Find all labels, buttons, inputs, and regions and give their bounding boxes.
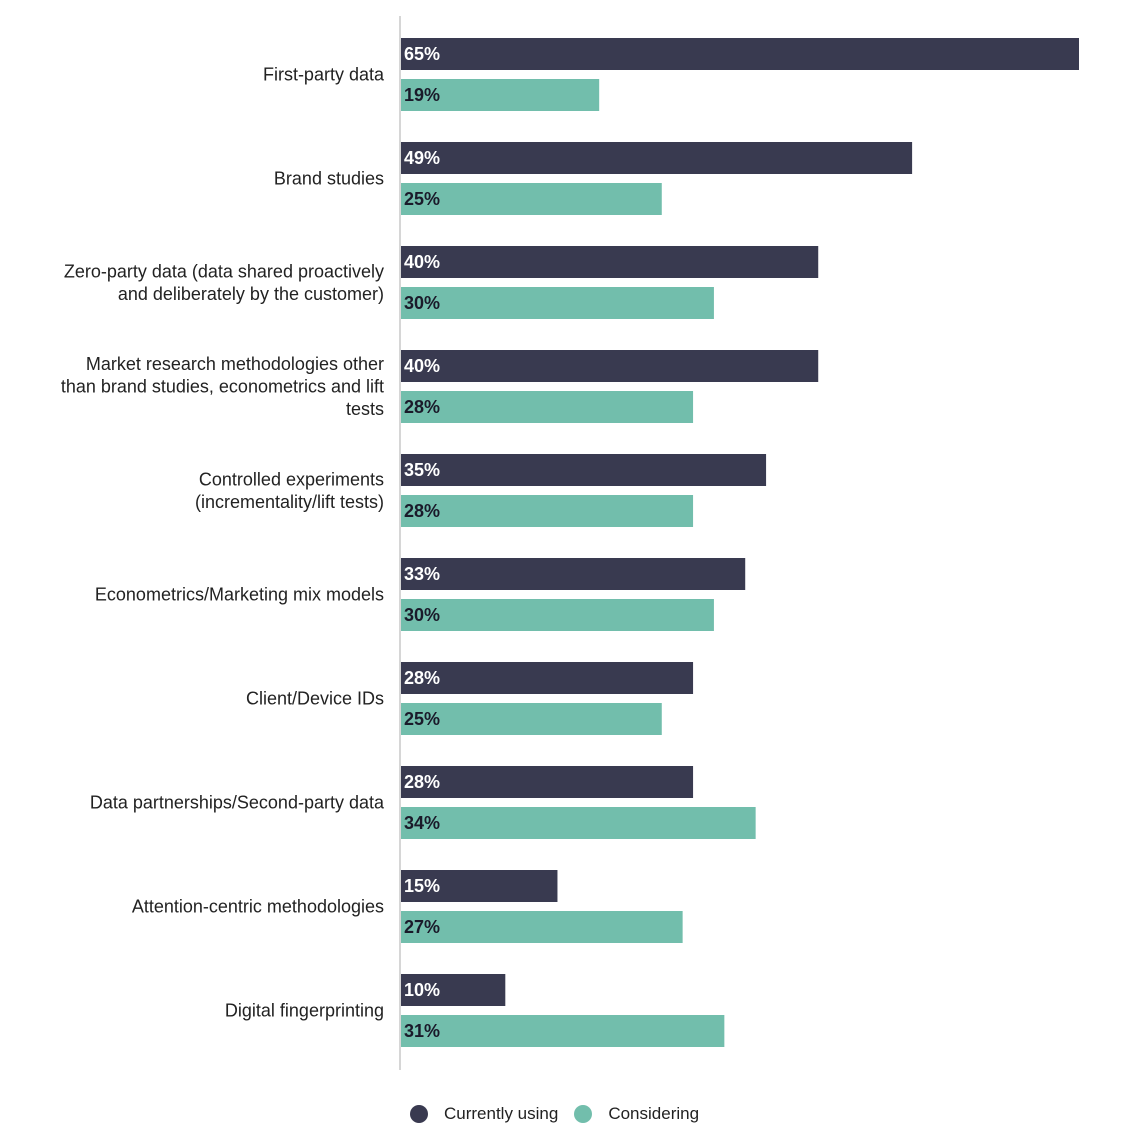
data-label-considering-4: 28% — [404, 501, 440, 521]
bar-currently-using-4 — [401, 454, 767, 486]
bar-considering-5 — [401, 599, 714, 631]
category-label-6: Client/Device IDs — [246, 689, 384, 709]
bar-currently-using-8 — [401, 870, 558, 902]
legend: Currently using Considering — [410, 1104, 715, 1124]
data-label-considering-6: 25% — [404, 709, 440, 729]
data-label-considering-0: 19% — [404, 85, 440, 105]
category-label-9: Digital fingerprinting — [225, 1001, 384, 1021]
bar-currently-using-7 — [401, 766, 694, 798]
data-label-currently-using-6: 28% — [404, 668, 440, 688]
data-label-considering-7: 34% — [404, 813, 440, 833]
data-label-considering-9: 31% — [404, 1021, 440, 1041]
category-label-2: Zero-party data (data shared proactively… — [64, 261, 384, 304]
category-label-5: Econometrics/Marketing mix models — [95, 585, 384, 605]
data-label-currently-using-7: 28% — [404, 772, 440, 792]
category-label-7: Data partnerships/Second-party data — [90, 793, 385, 813]
bar-currently-using-0 — [401, 38, 1079, 70]
bar-currently-using-5 — [401, 558, 746, 590]
data-label-considering-1: 25% — [404, 189, 440, 209]
legend-dot-considering — [574, 1105, 593, 1123]
data-label-currently-using-1: 49% — [404, 148, 440, 168]
bar-currently-using-2 — [401, 246, 819, 278]
data-label-currently-using-4: 35% — [404, 460, 440, 480]
bars-group: 65% 19% 49% 25% 40% 30% 40% 28% 35% 28% 33% 30% 28% 2… — [401, 38, 1079, 1047]
legend-dot-currently-using — [410, 1105, 428, 1123]
bar-considering-4 — [401, 495, 694, 527]
data-label-currently-using-3: 40% — [404, 356, 440, 376]
bar-considering-1 — [401, 183, 662, 215]
bar-considering-6 — [401, 703, 662, 735]
category-label-3: Market research methodologies other than … — [61, 354, 384, 419]
category-label-1: Brand studies — [274, 169, 384, 189]
bar-considering-9 — [401, 1015, 725, 1047]
data-label-currently-using-9: 10% — [404, 980, 440, 1000]
legend-label-considering: Considering — [608, 1104, 700, 1123]
bar-chart: 65% 19% 49% 25% 40% 30% 40% 28% 35% 28% 33% 30% 28% 2… — [61, 16, 1079, 1070]
legend-item-considering: Considering — [574, 1104, 699, 1124]
category-label-0: First-party data — [263, 65, 385, 85]
bar-currently-using-3 — [401, 350, 819, 382]
bar-considering-7 — [401, 807, 756, 839]
data-label-currently-using-2: 40% — [404, 252, 440, 272]
category-label-8: Attention-centric methodologies — [132, 897, 384, 917]
data-label-currently-using-0: 65% — [404, 44, 440, 64]
bar-currently-using-6 — [401, 662, 694, 694]
bar-currently-using-1 — [401, 142, 913, 174]
data-label-considering-5: 30% — [404, 605, 440, 625]
category-labels-group: First-party data Brand studies Zero-party … — [61, 65, 385, 1021]
category-label-4: Controlled experiments (incrementality/li… — [195, 469, 384, 512]
bar-considering-0 — [401, 79, 600, 111]
data-label-considering-3: 28% — [404, 397, 440, 417]
bar-currently-using-9 — [401, 974, 506, 1006]
data-label-considering-8: 27% — [404, 917, 440, 937]
legend-item-currently-using: Currently using — [410, 1104, 558, 1124]
bar-considering-8 — [401, 911, 683, 943]
data-label-currently-using-5: 33% — [404, 564, 440, 584]
data-label-considering-2: 30% — [404, 293, 440, 313]
legend-label-currently-using: Currently using — [444, 1104, 559, 1123]
bar-considering-2 — [401, 287, 714, 319]
data-label-currently-using-8: 15% — [404, 876, 440, 896]
bar-considering-3 — [401, 391, 694, 423]
